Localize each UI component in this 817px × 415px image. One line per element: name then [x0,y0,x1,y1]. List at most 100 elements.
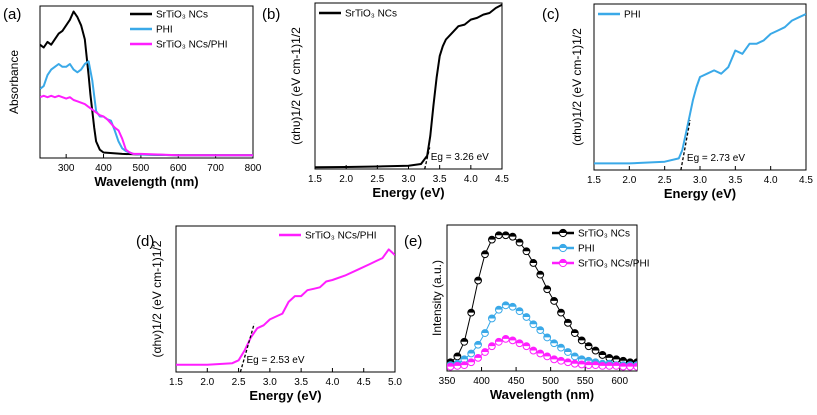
marker-half [599,351,606,355]
x-tick-label: 2.5 [658,175,672,186]
legend-entry: SrTiO₃ NCs [345,9,397,20]
marker-half [612,355,620,360]
x-tick-label: 450 [508,376,525,387]
series-line-a-0 [40,10,253,157]
marker-half [557,309,565,313]
panel-label: (a) [3,6,21,23]
legend-entry: SrTiO₃ NCs [578,229,630,240]
legend-entry: SrTiO₃ NCs/PHI [578,259,649,270]
panel-label: (c) [542,6,560,23]
data-point [501,301,510,310]
data-point [488,235,496,244]
marker-half [529,259,537,263]
x-tick-label: 4.5 [799,175,813,186]
data-point [626,362,634,371]
marker-half [571,360,579,364]
data-point [522,247,531,256]
series-group [40,10,253,157]
marker-half [474,341,482,345]
data-point [481,250,489,259]
data-point [570,329,579,337]
x-tick-label: 4.5 [357,377,371,388]
marker-half [605,354,613,358]
marker-half [585,357,593,361]
marker-half [481,348,489,353]
x-tick-label: 550 [577,376,594,387]
data-point [550,339,558,348]
panel-a: (a) 300 400 500 600 700 800 Wavelength (nm) Abso… [3,5,262,189]
data-point [494,337,503,346]
marker-half [612,362,620,366]
marker-half [460,355,468,360]
x-tick-label: 1.5 [169,377,183,388]
series-line-a-1 [40,60,253,157]
data-point [550,297,558,305]
marker-half [536,271,544,275]
data-point [501,231,510,240]
legend: SrTiO₃ NCs PHI SrTiO₃ NCs/PHI [130,10,227,51]
x-tick-label: 800 [245,163,262,174]
x-tick-label: 3.0 [402,174,416,185]
data-point [460,337,469,346]
data-point [481,348,489,356]
data-point [598,361,607,370]
series-group [594,13,806,170]
legend-entry: PHI [624,10,641,21]
data-point [508,302,517,311]
marker-half [495,231,503,236]
panel-b: (b) 1.5 2.0 2.5 3.0 3.5 4.0 4.5 Energy (eV) (αhυ)… [262,2,509,200]
data-point [570,359,579,368]
marker-half [550,355,558,360]
tangent-line [424,147,431,169]
plot-frame [175,225,396,373]
x-tick-label: 500 [133,163,150,174]
data-point [543,352,552,361]
plot-frame [446,224,638,372]
marker-half [523,313,530,317]
x-tick-label: 4.5 [495,174,509,185]
legend: SrTiO₃ NCs PHI SrTiO₃ NCs/PHI [552,229,649,270]
x-tick-label: 1.5 [308,174,322,185]
marker-half [467,309,475,313]
data-point [564,318,572,327]
marker-half [523,247,530,252]
x-tick-label: 2.5 [232,377,246,388]
legend-marker-half [559,259,567,263]
legend-entry: SrTiO₃ NCs [156,10,208,21]
data-point [467,349,476,358]
y-axis-title: (αhυ)1/2 (eV cm-1)1/2 [289,27,303,145]
marker-half [633,363,637,367]
data-point [515,307,524,316]
data-point [612,361,621,370]
data-point [564,358,572,367]
marker-half [592,358,599,363]
data-point [536,349,545,358]
data-point [453,361,462,370]
data-point [522,313,531,321]
data-point [591,361,600,370]
marker-half [557,357,565,361]
x-tick-label: 600 [611,376,628,387]
series-line-c-0 [594,13,806,165]
marker-half [502,335,510,339]
marker-half [467,350,475,354]
marker-half [495,306,503,310]
bandgap-annotation: Eg = 2.73 eV [687,153,745,164]
x-tick-label: 300 [58,163,75,174]
data-point [577,360,586,369]
x-tick-label: 4.0 [464,174,478,185]
marker-half [626,358,634,363]
marker-half [564,348,572,353]
marker-half [502,301,510,306]
data-point [474,276,482,285]
data-point [508,336,517,345]
x-axis-title: Energy (eV) [249,388,321,403]
plot-frame [314,2,503,170]
marker-half [585,361,593,366]
marker-half [571,352,579,357]
data-point [633,362,637,371]
marker-half [592,361,599,366]
marker-half [543,285,551,290]
panel-d: (d) 1.5 2.0 2.5 3.0 3.5 4.0 4.5 5.0 Energy (eV) (α… [136,225,402,403]
marker-half [474,354,482,358]
